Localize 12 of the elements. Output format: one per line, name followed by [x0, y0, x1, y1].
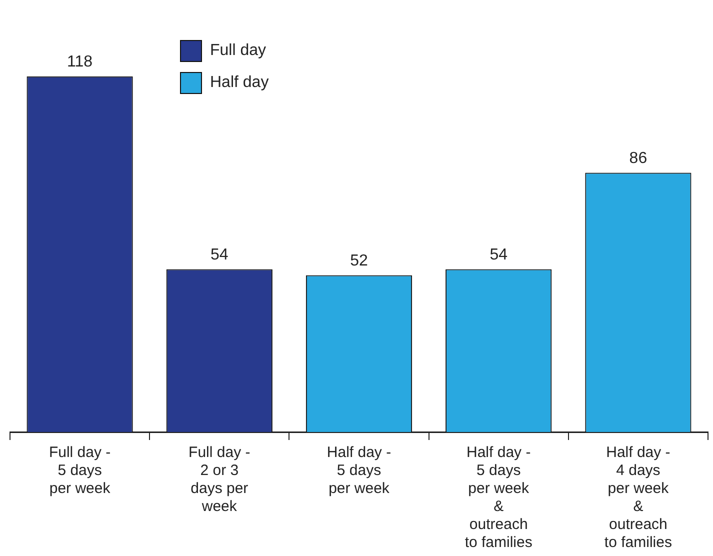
legend-label: Full day — [210, 42, 266, 60]
x-tick-label: Full day - 2 or 3 days per week — [188, 444, 250, 516]
data-label: 52 — [350, 252, 368, 270]
x-tick-label: Half day - 4 days per week & outreach to families — [604, 444, 672, 552]
x-tick-label: Half day - 5 days per week & outreach to families — [464, 444, 532, 552]
x-tick-label: Half day - 5 days per week — [326, 444, 392, 498]
data-label: 118 — [67, 54, 93, 71]
data-label: 86 — [629, 150, 648, 168]
data-label: 54 — [210, 246, 228, 264]
data-label: 54 — [490, 246, 508, 264]
x-tick-label: Full day - 5 days per week — [48, 444, 111, 498]
legend-label: Half day — [210, 74, 269, 92]
